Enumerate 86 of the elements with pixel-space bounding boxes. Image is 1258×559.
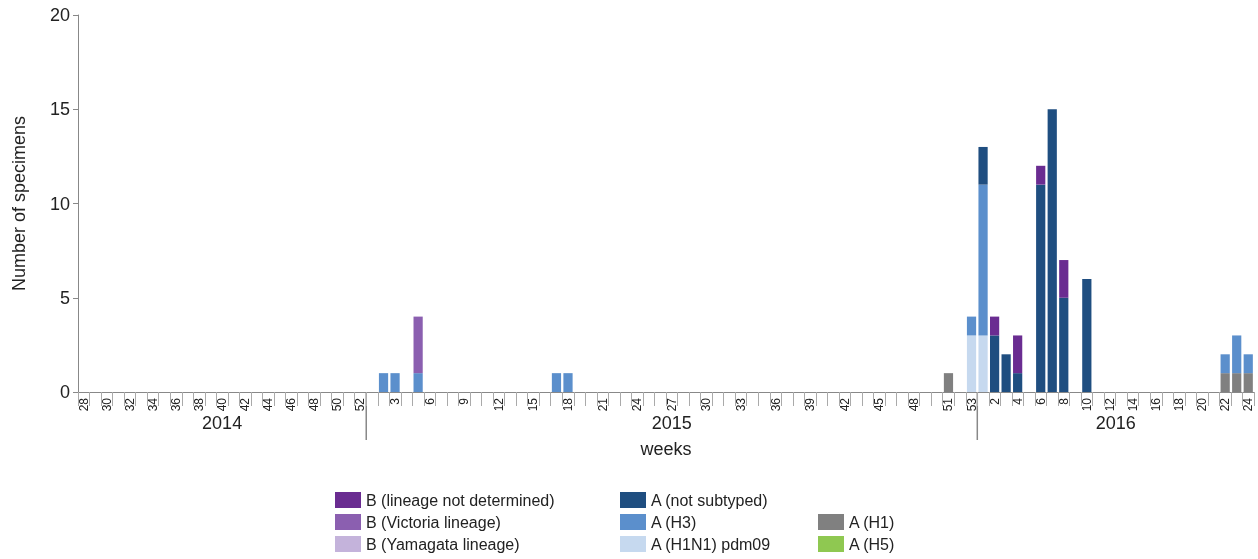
bar (1232, 335, 1242, 374)
x-tick-label: 48 (906, 397, 921, 412)
bar (1220, 354, 1230, 374)
bar (1013, 335, 1023, 374)
x-tick-label: 39 (803, 397, 818, 412)
x-tick-label: 53 (964, 397, 979, 412)
bar (966, 316, 977, 336)
x-tick-label: 42 (837, 397, 852, 412)
x-axis-title: weeks (639, 439, 692, 459)
legend-label: A (H1N1) pdm09 (651, 535, 771, 553)
x-tick-label: 12 (1102, 397, 1117, 412)
bar (413, 316, 423, 374)
y-tick-label: 15 (49, 99, 70, 120)
x-tick-label: 9 (457, 397, 472, 405)
legend-label: B (Yamagata lineage) (366, 535, 520, 553)
x-tick-label: 14 (1125, 397, 1140, 412)
x-tick-label: 15 (526, 397, 541, 412)
bar (551, 373, 562, 392)
bar (390, 373, 400, 392)
bar (1036, 165, 1046, 185)
x-tick-label: 50 (330, 397, 345, 412)
x-tick-label: 24 (630, 397, 645, 412)
x-tick-label: 52 (353, 397, 368, 412)
y-tick-label: 0 (59, 382, 70, 402)
y-tick-label: 10 (49, 193, 70, 214)
bar (378, 373, 389, 392)
x-tick-label: 28 (76, 397, 91, 412)
x-tick-label: 16 (1149, 397, 1163, 412)
bar (966, 335, 977, 392)
x-tick-label: 42 (238, 397, 253, 412)
legend-label: A (H5) (849, 535, 895, 553)
x-tick-label: 45 (872, 397, 887, 412)
y-axis-title: Number of specimens (9, 115, 29, 292)
x-tick-label: 21 (595, 397, 610, 412)
legend-label: B (Victoria lineage) (366, 513, 501, 531)
x-tick-label: 22 (1218, 397, 1233, 412)
x-tick-label: 6 (422, 397, 437, 405)
x-tick-label: 8 (1056, 397, 1071, 405)
x-tick-label: 24 (1241, 397, 1256, 412)
x-tick-label: 10 (1079, 397, 1094, 412)
x-tick-label: 36 (169, 397, 183, 412)
text: 2014 (202, 413, 243, 433)
x-tick-label: 6 (1033, 397, 1048, 405)
x-tick-label: 3 (388, 397, 403, 405)
bar (563, 373, 573, 392)
x-tick-label: 46 (284, 397, 299, 412)
bar (1082, 278, 1092, 392)
bar (1047, 109, 1057, 392)
x-tick-label: 4 (1010, 397, 1025, 405)
x-tick-label: 30 (699, 397, 714, 412)
bar (978, 335, 988, 392)
x-tick-label: 12 (491, 397, 506, 412)
bar (989, 316, 1000, 336)
bar (1243, 354, 1253, 374)
y-tick-label: 5 (59, 287, 70, 308)
x-tick-label: 27 (664, 397, 679, 412)
legend-label: A (H1) (849, 513, 895, 531)
x-tick-label: 18 (561, 397, 575, 412)
bar (1059, 297, 1069, 392)
bar (978, 184, 988, 336)
bar (1036, 184, 1046, 392)
x-tick-label: 30 (99, 397, 114, 412)
bar (1059, 260, 1069, 298)
bar (413, 373, 423, 392)
bar (1013, 373, 1023, 392)
bar (978, 146, 988, 185)
x-tick-label: 48 (307, 397, 322, 412)
x-tick-label: 20 (1195, 397, 1210, 412)
x-tick-label: 34 (145, 397, 160, 412)
x-tick-label: 40 (215, 397, 230, 412)
y-tick-label: 20 (49, 5, 70, 25)
legend-label: A (H3) (651, 513, 697, 531)
legend-label: B (lineage not determined) (366, 491, 555, 509)
bar (1001, 354, 1011, 392)
x-tick-label: 18 (1172, 397, 1187, 412)
text: 2015 (651, 413, 692, 433)
text: 2016 (1095, 413, 1136, 433)
x-tick-label: 36 (768, 397, 783, 412)
x-tick-label: 32 (122, 397, 137, 412)
x-tick-label: 38 (192, 397, 207, 412)
x-tick-label: 51 (941, 397, 956, 412)
x-tick-label: 2 (987, 397, 1002, 405)
bar (989, 335, 1000, 392)
x-tick-label: 44 (261, 397, 276, 412)
x-tick-label: 33 (733, 397, 748, 412)
legend-label: A (not subtyped) (651, 491, 768, 509)
